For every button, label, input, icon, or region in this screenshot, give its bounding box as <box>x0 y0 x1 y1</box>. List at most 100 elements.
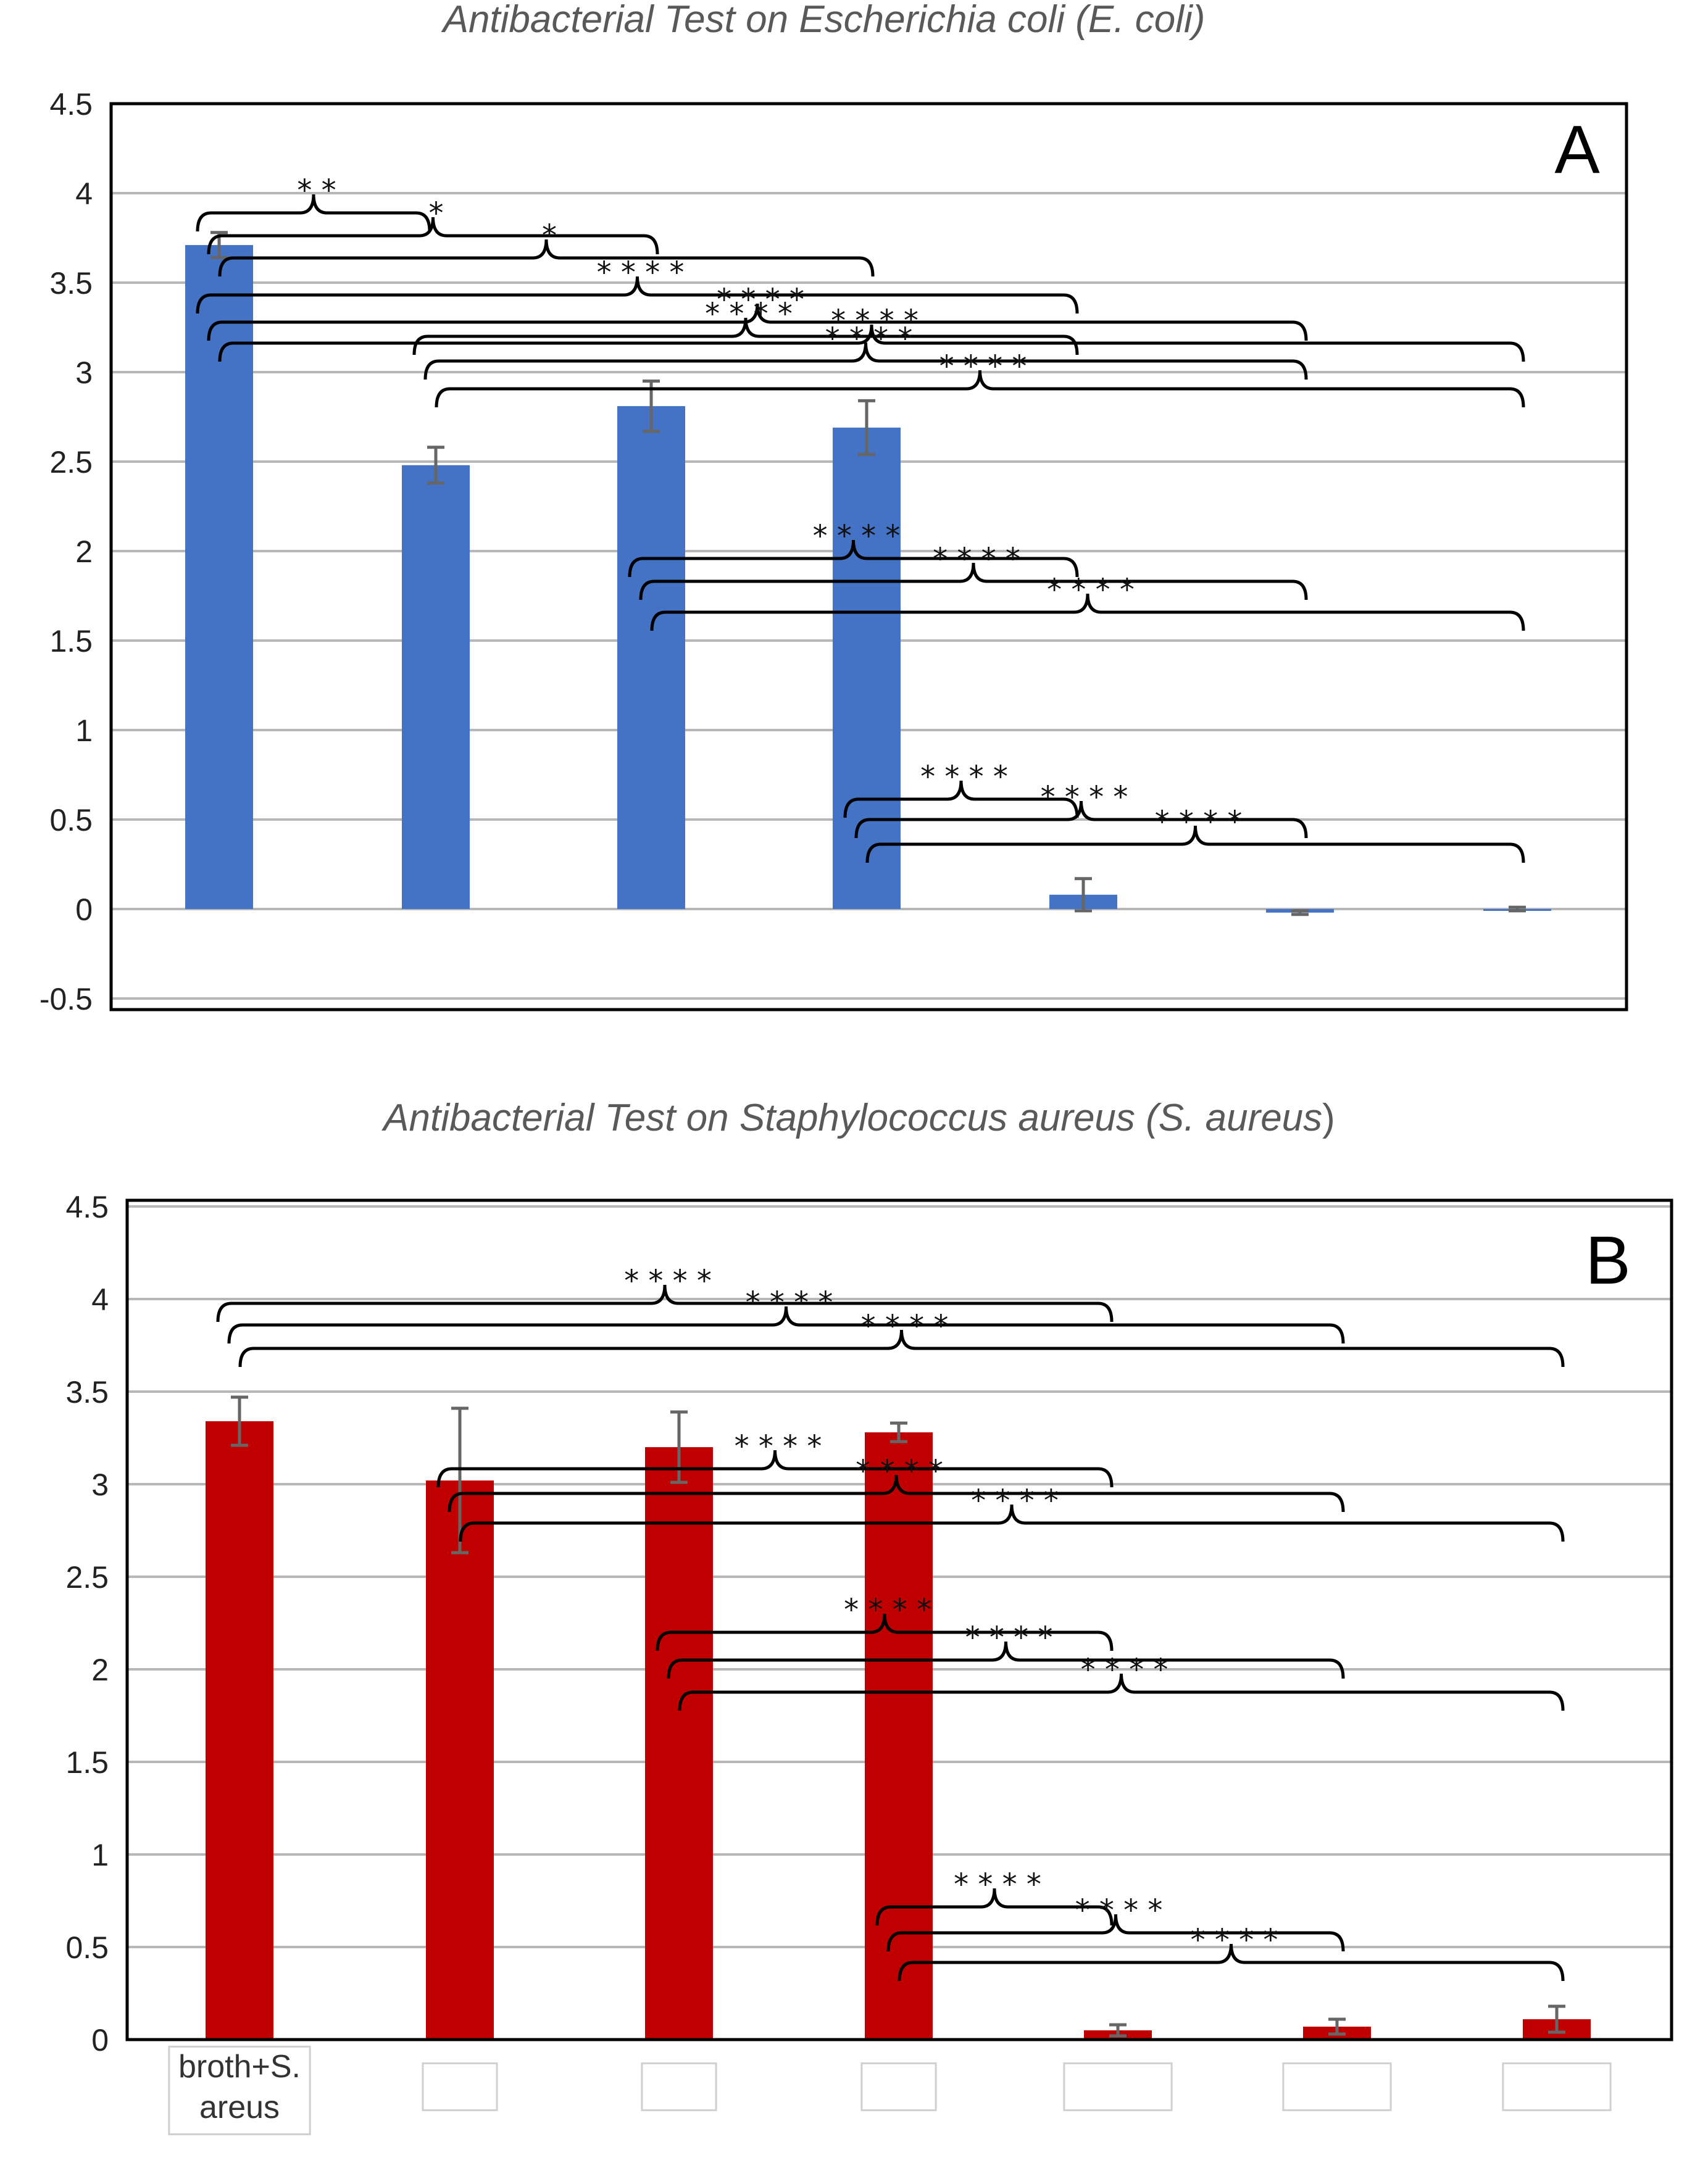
significance-label: * * * * <box>971 1484 1059 1518</box>
y-tick-label: 0 <box>75 892 93 927</box>
panel-letter: B <box>1585 1223 1630 1298</box>
chart-panel-b: Antibacterial Test on Staphylococcus aur… <box>65 1097 1673 2135</box>
significance-label: * * * * <box>597 255 685 290</box>
significance-bracket <box>875 1888 1114 1926</box>
significance-bracket <box>639 562 1308 600</box>
significance-label: * * * * <box>939 349 1027 384</box>
y-tick-label: 0.5 <box>49 803 93 837</box>
significance-bracket <box>218 324 1525 362</box>
significance-bracket <box>218 239 875 277</box>
significance-bracket <box>650 593 1525 631</box>
significance-label: * * * * <box>825 322 913 356</box>
chart-title-part: ) <box>1322 1097 1335 1139</box>
significance-bracket <box>423 342 1308 380</box>
error-bar <box>1075 877 1092 913</box>
significance-bracket <box>678 1673 1565 1711</box>
significance-label: * * * * <box>717 283 804 317</box>
significance-label: * * * * <box>965 1621 1053 1655</box>
bar <box>206 1421 273 2040</box>
y-tick-label: 3.5 <box>65 1375 109 1410</box>
significance-label: * * * * <box>735 1429 822 1464</box>
significance-bracket <box>238 1329 1565 1368</box>
significance-label: * * * * <box>1041 780 1128 815</box>
bar <box>402 465 470 909</box>
error-bar <box>1509 905 1526 913</box>
y-tick-label: 2.5 <box>65 1560 109 1595</box>
significance-label: * * * * <box>933 542 1020 576</box>
error-bar <box>1291 909 1309 916</box>
chart-title: Antibacterial Test on Staphylococcus aur… <box>381 1097 1335 1139</box>
category-label-box <box>422 2062 498 2111</box>
significance-label: * * * * <box>813 519 901 554</box>
significance-bracket <box>667 1641 1345 1679</box>
significance-bracket <box>843 780 1079 818</box>
bar <box>426 1480 494 2040</box>
y-tick-label: 1.5 <box>49 624 93 658</box>
error-bar <box>231 1395 248 1447</box>
significance-bracket <box>196 276 1079 314</box>
error-bar <box>1328 2017 1346 2036</box>
significance-bracket <box>196 194 431 232</box>
y-tick-label: 3.5 <box>49 266 93 301</box>
category-label-box <box>641 2062 717 2111</box>
category-label-line: broth+S. <box>178 2049 301 2085</box>
significance-bracket <box>656 1613 1114 1651</box>
significance-bracket <box>854 800 1308 839</box>
significance-bracket <box>207 303 1308 341</box>
y-tick-label: 0 <box>91 2023 109 2057</box>
error-bar <box>451 1406 469 1555</box>
error-bar <box>890 1421 907 1443</box>
significance-label: * * * * <box>624 1264 712 1298</box>
chart-panel-a: Antibacterial Test on Escherichia coli (… <box>40 0 1628 1016</box>
significance-label: * <box>542 218 557 253</box>
significance-label: * * * * <box>746 1285 833 1320</box>
significance-label: * * * * <box>1191 1923 1278 1958</box>
y-tick-label: -0.5 <box>40 982 93 1016</box>
bar <box>645 1447 713 2040</box>
significance-label: * * * * <box>844 1593 931 1627</box>
error-bar <box>1109 2023 1127 2038</box>
significance-bracket <box>459 1504 1565 1542</box>
y-tick-label: 3 <box>75 355 93 390</box>
significance-label: * * * * <box>1081 1653 1168 1687</box>
category-label-box <box>1502 2062 1612 2111</box>
significance-bracket <box>448 1474 1345 1513</box>
significance-bracket <box>865 825 1525 863</box>
plot-frame <box>125 1198 1673 2041</box>
significance-bracket <box>412 317 1079 355</box>
bar <box>833 427 901 909</box>
significance-label: * * * * <box>861 1309 949 1343</box>
error-bar <box>1548 2004 1565 2034</box>
significance-bracket <box>435 370 1525 408</box>
category-label-box <box>168 2045 311 2135</box>
error-bar <box>670 1410 688 1484</box>
y-tick-label: 1.5 <box>65 1745 109 1780</box>
significance-bracket <box>216 1284 1114 1322</box>
category-label-box <box>860 2062 937 2111</box>
significance-label: * * * * <box>1075 1893 1163 1928</box>
y-tick-label: 4 <box>75 176 93 211</box>
significance-label: * * * * <box>1047 573 1135 607</box>
significance-label: * * <box>297 173 336 208</box>
panel-letter: A <box>1554 112 1600 188</box>
y-tick-label: 4.5 <box>65 1190 109 1224</box>
y-tick-label: 0.5 <box>65 1930 109 1965</box>
category-label-line: areus <box>199 2090 280 2125</box>
y-tick-label: 4.5 <box>49 87 93 122</box>
significance-bracket <box>227 1306 1345 1344</box>
chart-title-part: Antibacterial Test on Escherichia coli (… <box>441 0 1206 41</box>
significance-label: * * * * <box>920 760 1008 794</box>
plot-frame <box>109 102 1628 1011</box>
y-tick-label: 1 <box>75 713 93 748</box>
significance-label: * <box>429 196 444 231</box>
significance-bracket <box>207 217 659 255</box>
y-tick-label: 2.5 <box>49 445 93 480</box>
error-bar <box>427 446 444 485</box>
significance-label: * * * * <box>856 1454 943 1489</box>
bar <box>865 1432 933 2040</box>
category-label-box <box>1063 2062 1173 2111</box>
y-tick-label: 2 <box>91 1653 109 1687</box>
category-label: broth+S. areus <box>178 2049 301 2125</box>
category-label-box <box>1282 2062 1392 2111</box>
